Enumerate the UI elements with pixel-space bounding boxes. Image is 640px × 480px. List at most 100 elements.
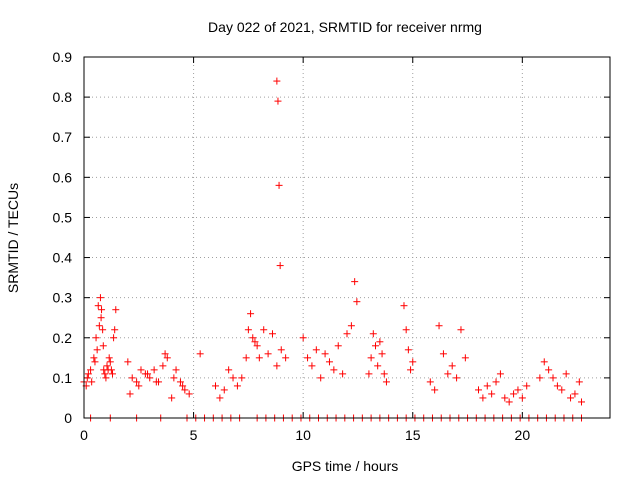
data-point	[492, 378, 500, 386]
data-point	[144, 370, 152, 378]
y-tick-label: 0.9	[53, 49, 73, 65]
data-point	[84, 370, 92, 378]
data-point	[330, 366, 338, 374]
data-point	[260, 326, 268, 334]
data-point	[238, 374, 246, 382]
data-point	[216, 394, 224, 402]
data-point	[382, 378, 390, 386]
data-point	[99, 326, 107, 334]
data-point	[112, 306, 120, 314]
data-point	[439, 350, 447, 358]
data-point	[435, 322, 443, 330]
data-point	[99, 342, 107, 350]
data-point	[402, 326, 410, 334]
y-tick-label: 0.7	[53, 129, 73, 145]
data-point	[325, 358, 333, 366]
y-tick-label: 0.5	[53, 209, 73, 225]
data-point	[431, 386, 439, 394]
data-point	[152, 378, 160, 386]
data-point	[545, 366, 553, 374]
data-point	[567, 394, 575, 402]
data-point	[299, 334, 307, 342]
x-tick-label: 20	[515, 427, 531, 443]
data-point	[96, 294, 104, 302]
data-point	[282, 354, 290, 362]
data-point	[304, 354, 312, 362]
data-point	[321, 350, 329, 358]
data-point	[111, 326, 119, 334]
data-point	[137, 366, 145, 374]
data-point	[461, 354, 469, 362]
data-point	[251, 338, 259, 346]
data-point	[105, 354, 113, 362]
data-point	[94, 302, 102, 310]
data-point	[339, 370, 347, 378]
data-point	[146, 374, 154, 382]
data-point	[90, 354, 98, 362]
data-point	[312, 346, 320, 354]
data-point	[135, 382, 143, 390]
data-point	[88, 378, 96, 386]
data-point	[275, 181, 283, 189]
data-point	[106, 358, 114, 366]
data-point	[448, 362, 456, 370]
data-point	[110, 334, 118, 342]
y-axis-label: SRMTID / TECUs	[5, 183, 21, 293]
x-tick-labels: 0 5 10 15 20	[80, 427, 530, 443]
data-point	[347, 322, 355, 330]
data-point	[501, 394, 509, 402]
y-tick-labels: 0 0.1 0.2 0.3 0.4 0.5 0.6 0.7 0.8 0.9	[53, 49, 73, 426]
x-tick-label: 10	[295, 427, 311, 443]
data-point	[488, 390, 496, 398]
data-point	[369, 330, 377, 338]
data-point	[518, 394, 526, 402]
data-point	[426, 378, 434, 386]
data-point	[479, 394, 487, 402]
x-tick-label: 0	[80, 427, 88, 443]
data-point	[334, 342, 342, 350]
data-point	[404, 346, 412, 354]
data-point	[273, 362, 281, 370]
data-point	[172, 366, 180, 374]
data-point	[562, 370, 570, 378]
data-point	[523, 382, 531, 390]
data-point	[220, 386, 228, 394]
data-point	[578, 398, 586, 406]
data-point	[378, 350, 386, 358]
y-tick-label: 0.8	[53, 89, 73, 105]
data-point	[133, 378, 141, 386]
data-point	[98, 306, 106, 314]
y-tick-label: 0.3	[53, 290, 73, 306]
data-point	[571, 390, 579, 398]
data-point	[475, 386, 482, 394]
data-point	[400, 302, 408, 310]
data-point	[380, 370, 388, 378]
data-point	[253, 342, 261, 350]
data-point	[514, 386, 522, 394]
data-point	[273, 77, 281, 85]
data-point	[496, 370, 504, 378]
data-point	[225, 366, 233, 374]
data-point	[161, 350, 169, 358]
data-point	[351, 278, 359, 286]
x-tick-label: 5	[190, 427, 198, 443]
data-point	[124, 358, 132, 366]
data-point	[407, 366, 415, 374]
y-tick-label: 0.1	[53, 370, 73, 386]
data-points	[80, 77, 586, 422]
y-tick-label: 0.6	[53, 169, 73, 185]
data-point	[409, 358, 417, 366]
data-point	[510, 390, 518, 398]
data-point	[212, 382, 219, 390]
x-tick-label: 15	[405, 427, 421, 443]
data-point	[176, 378, 184, 386]
data-point	[159, 362, 167, 370]
data-point	[163, 354, 171, 362]
data-point	[308, 362, 316, 370]
data-point	[264, 350, 272, 358]
data-point	[104, 366, 112, 374]
data-point	[277, 346, 285, 354]
data-point	[249, 334, 257, 342]
data-point	[229, 374, 237, 382]
